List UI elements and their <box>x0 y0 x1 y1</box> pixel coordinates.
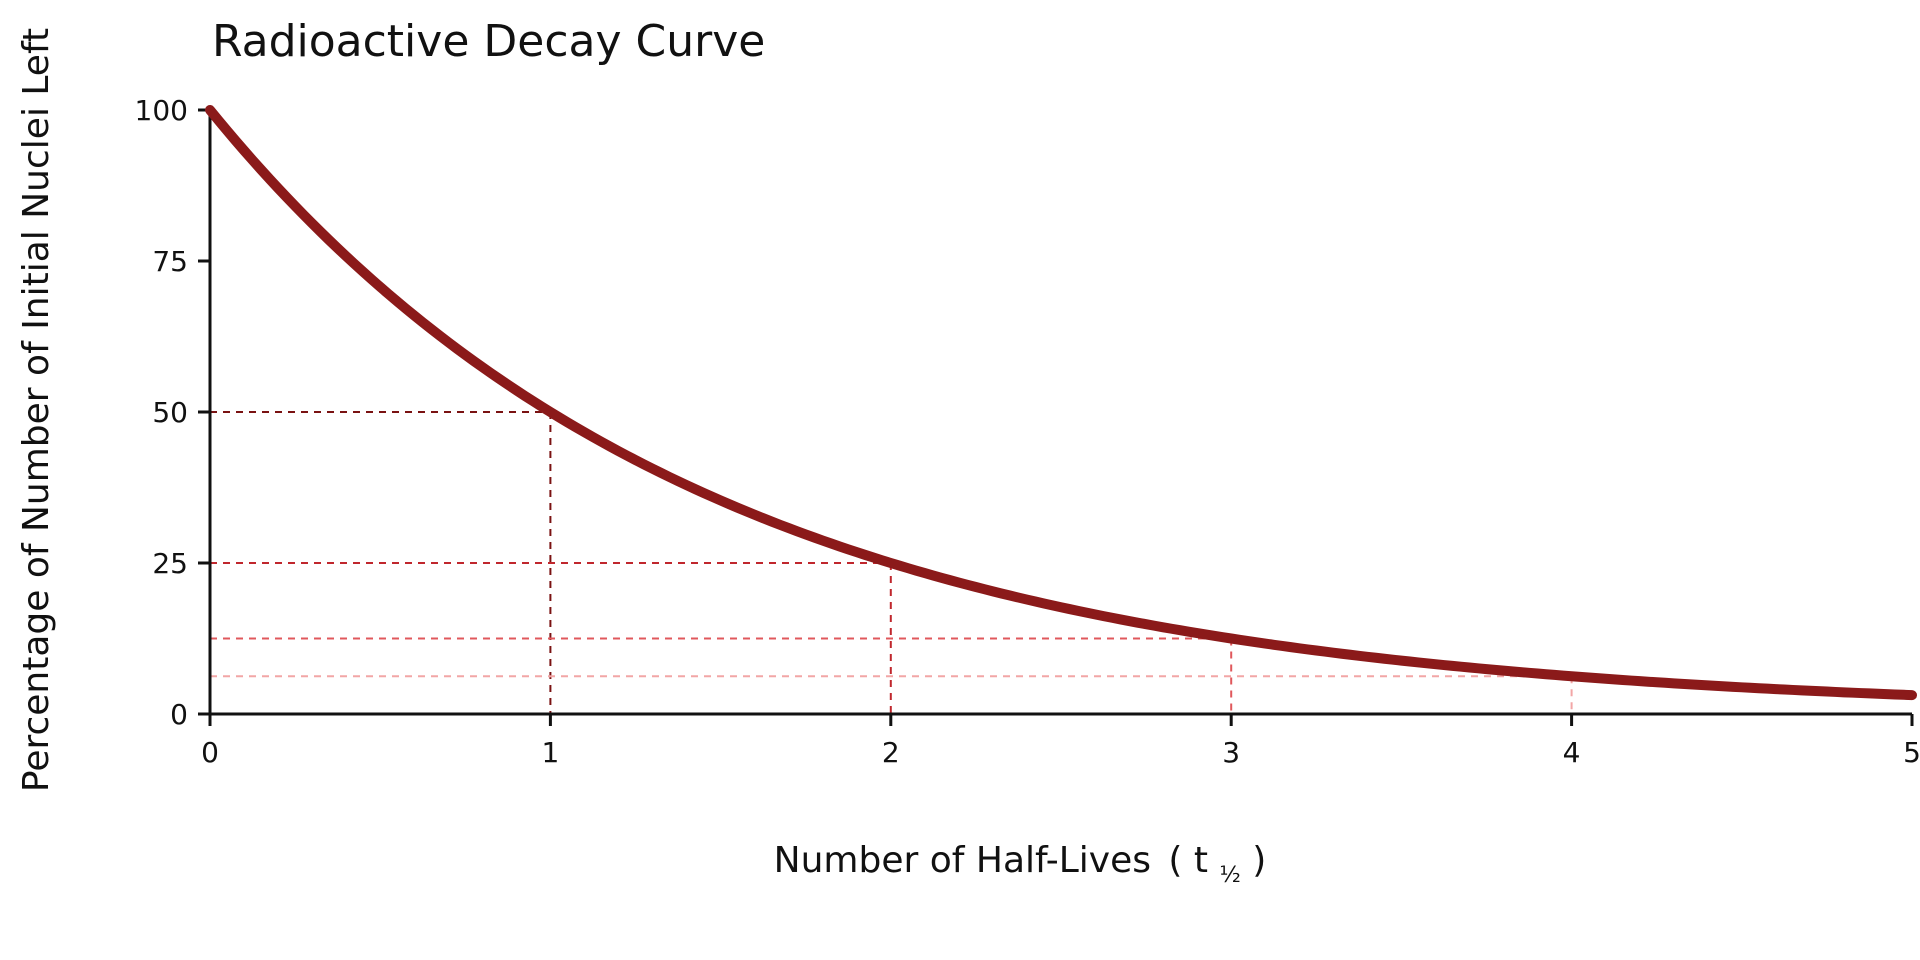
x-tick-label-4: 4 <box>1563 736 1581 769</box>
y-tick-label-0: 0 <box>170 698 188 731</box>
x-axis-label: Number of Half-Lives ( t ½ ) <box>774 840 1267 891</box>
y-tick-label-75: 75 <box>152 245 188 278</box>
x-tick-label-1: 1 <box>541 736 559 769</box>
x-tick-label-5: 5 <box>1903 736 1920 769</box>
decay-curve-line <box>205 105 1917 701</box>
x-ticks: 0 1 2 3 4 5 <box>201 714 1920 769</box>
x-tick-label-2: 2 <box>882 736 900 769</box>
y-tick-label-100: 100 <box>135 94 188 127</box>
axes <box>208 110 1912 716</box>
x-axis-label-paren-close: ) <box>1252 840 1266 881</box>
y-axis-label: Percentage of Number of Initial Nuclei L… <box>16 28 57 792</box>
x-tick-label-0: 0 <box>201 736 219 769</box>
x-axis-label-symbol: t <box>1194 840 1208 881</box>
x-axis-label-paren-open: ( <box>1168 840 1182 881</box>
chart-title: Radioactive Decay Curve <box>212 16 765 67</box>
y-ticks: 0 25 50 75 100 <box>135 94 210 731</box>
y-tick-label-50: 50 <box>152 396 188 429</box>
guide-lines <box>210 411 1573 714</box>
x-axis-label-subscript: ½ <box>1220 863 1241 888</box>
x-tick-label-3: 3 <box>1222 736 1240 769</box>
x-axis-label-text: Number of Half-Lives <box>774 840 1151 881</box>
y-tick-label-25: 25 <box>152 547 188 580</box>
